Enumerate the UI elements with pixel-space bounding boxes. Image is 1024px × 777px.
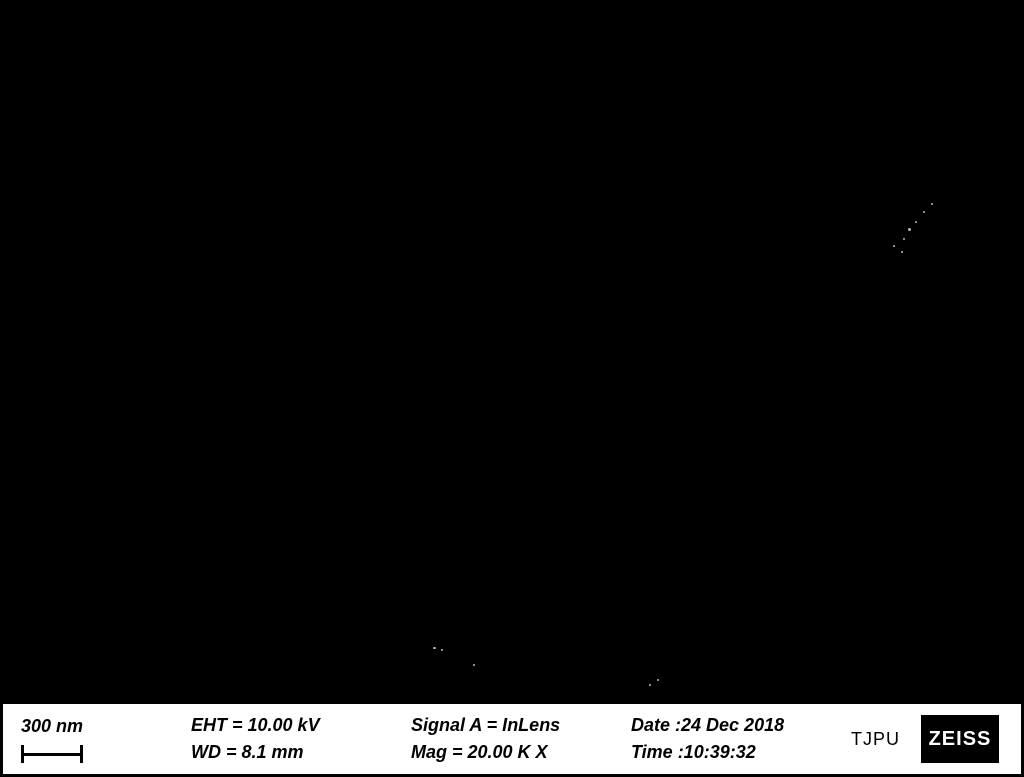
image-speck	[657, 679, 659, 681]
image-speck	[433, 647, 436, 649]
image-speck	[893, 245, 895, 247]
sem-viewer-frame: 300 nm EHT = 10.00 kV WD = 8.1 mm Signal…	[0, 0, 1024, 777]
image-speck	[903, 238, 905, 240]
signal-value: Signal A = InLens	[411, 715, 631, 736]
zeiss-logo-text: ZEISS	[929, 728, 992, 751]
image-speck	[441, 649, 443, 651]
brand-block: ZEISS	[921, 715, 999, 763]
image-speck	[649, 684, 651, 686]
scale-block: 300 nm	[21, 716, 191, 763]
eht-value: EHT = 10.00 kV	[191, 715, 411, 736]
time-value: Time :10:39:32	[631, 742, 851, 763]
institution-text: TJPU	[851, 729, 921, 750]
image-speck	[915, 221, 917, 223]
scale-label: 300 nm	[21, 716, 191, 737]
wd-value: WD = 8.1 mm	[191, 742, 411, 763]
zeiss-logo: ZEISS	[921, 715, 999, 763]
image-speck	[901, 251, 903, 253]
image-speck	[908, 228, 911, 231]
image-speck	[473, 664, 475, 666]
scale-bar-icon	[21, 745, 83, 763]
date-value: Date :24 Dec 2018	[631, 715, 851, 736]
image-speck	[931, 203, 933, 205]
mag-value: Mag = 20.00 K X	[411, 742, 631, 763]
info-bar: 300 nm EHT = 10.00 kV WD = 8.1 mm Signal…	[3, 704, 1021, 774]
image-speck	[923, 211, 925, 213]
sem-image-area	[3, 3, 1021, 704]
params-col-1: EHT = 10.00 kV WD = 8.1 mm	[191, 715, 411, 763]
params-col-2: Signal A = InLens Mag = 20.00 K X	[411, 715, 631, 763]
params-col-3: Date :24 Dec 2018 Time :10:39:32	[631, 715, 851, 763]
institution-label: TJPU	[851, 729, 921, 750]
